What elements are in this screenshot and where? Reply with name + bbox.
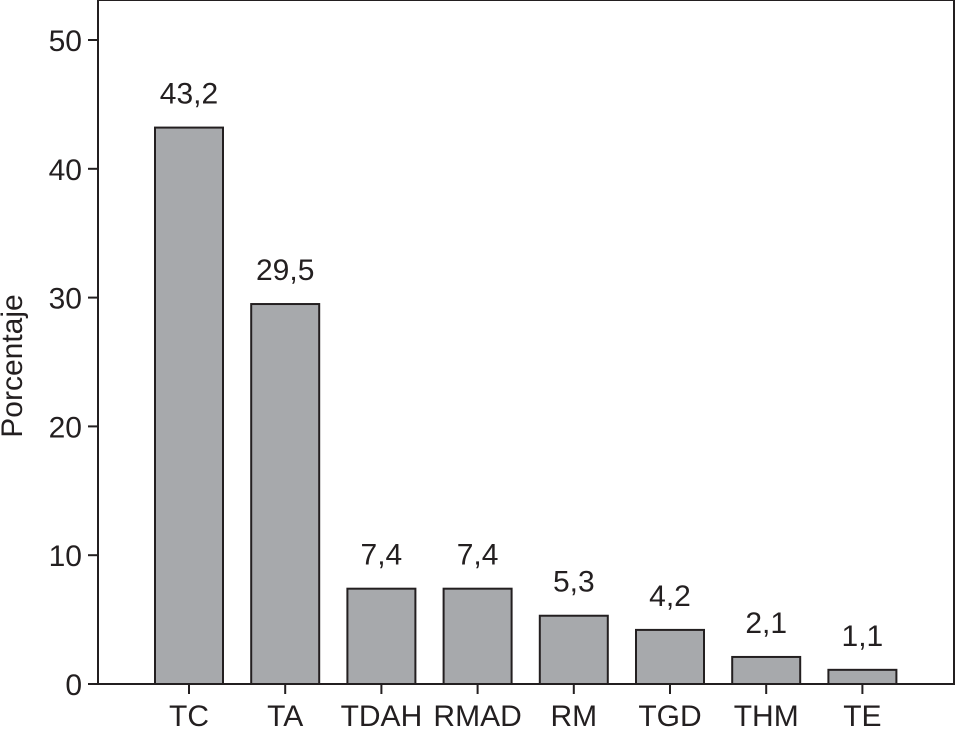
x-tick-label-tdah: TDAH [341, 700, 423, 731]
data-label-tgd: 4,2 [649, 580, 691, 613]
bar-tgd [635, 628, 705, 685]
x-tick-label-ta: TA [267, 700, 303, 731]
x-tick-label-tc: TC [169, 700, 209, 731]
bars: 43,2 29,5 7,4 7,4 5,3 4,2 2,1 1,1 [154, 78, 898, 686]
y-tick-label: 40 [49, 154, 82, 187]
data-label-te: 1,1 [842, 620, 884, 653]
data-label-rmad: 7,4 [457, 539, 499, 572]
y-tick-label: 10 [49, 540, 82, 573]
bar-rm [538, 614, 609, 686]
data-label-tc: 43,2 [160, 78, 218, 111]
x-tick-label-thm: THM [734, 700, 799, 731]
bar-ta [250, 303, 321, 685]
bar-te [827, 668, 898, 685]
bar-rmad [442, 587, 513, 685]
data-label-ta: 29,5 [256, 254, 314, 287]
y-axis: 0 10 20 30 40 50 [49, 25, 98, 702]
x-axis: TC TA TDAH RMAD RM TGD THM TE [169, 684, 882, 731]
y-tick-label: 20 [49, 411, 82, 444]
x-tick-label-rm: RM [550, 700, 597, 731]
y-axis-title: Porcentaje [0, 294, 29, 437]
plot-frame [97, 0, 955, 685]
data-label-rm: 5,3 [553, 566, 595, 599]
y-tick-label: 50 [49, 25, 82, 58]
bar-tdah [346, 587, 417, 685]
data-label-thm: 2,1 [745, 607, 787, 640]
bar-thm [731, 655, 802, 686]
y-tick-label: 30 [49, 283, 82, 316]
x-tick-label-rmad: RMAD [433, 700, 521, 731]
x-tick-label-tgd: TGD [638, 700, 701, 731]
x-tick-label-te: TE [843, 700, 881, 731]
bar-tc [154, 126, 224, 686]
data-label-tdah: 7,4 [361, 539, 403, 572]
y-tick-label: 0 [65, 669, 82, 702]
